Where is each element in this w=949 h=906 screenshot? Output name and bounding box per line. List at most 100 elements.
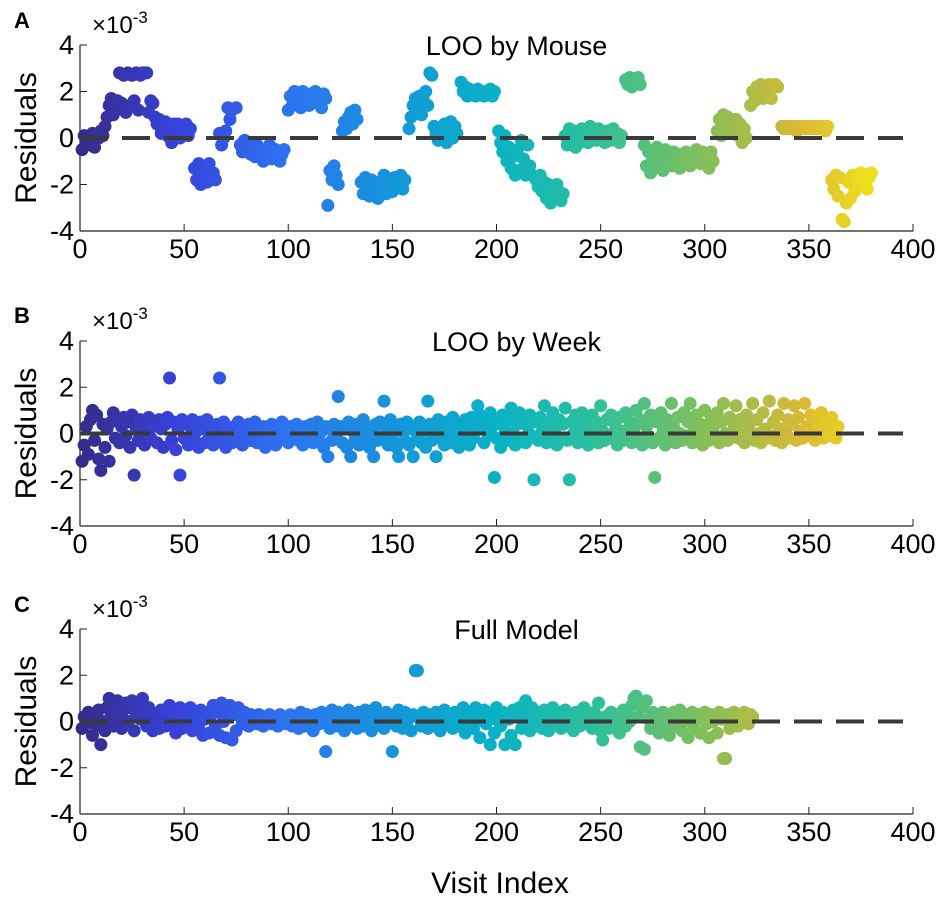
data-point [350, 112, 364, 126]
x-tick-label: 200 [474, 529, 519, 559]
y-tick-label: -2 [50, 753, 74, 783]
data-point [706, 154, 720, 168]
data-point [629, 689, 643, 703]
data-point [402, 122, 416, 136]
data-point [135, 691, 149, 705]
data-point [508, 738, 522, 752]
data-point [521, 138, 535, 152]
x-tick-label: 300 [682, 234, 727, 264]
data-point [771, 408, 785, 422]
data-point [415, 108, 429, 122]
y-tick-label: -4 [50, 216, 74, 246]
y-tick-label: 2 [59, 660, 74, 690]
data-point [681, 731, 695, 745]
data-point [385, 745, 399, 759]
y-multiplier-label: ×10-3 [92, 304, 148, 335]
data-point [392, 450, 406, 464]
panel-a: A LOO by Mouse ×10-3 Residuals-4 -2 0 2 4 0 50 100… [10, 8, 936, 264]
panel-letter: A [14, 8, 30, 33]
y-multiplier-base: ×10 [92, 308, 133, 335]
data-point [596, 733, 610, 747]
data-point [131, 103, 145, 117]
data-point [652, 726, 666, 740]
data-point [277, 143, 291, 157]
data-point [213, 371, 227, 385]
y-tick-label: -4 [50, 799, 74, 829]
data-point [633, 78, 647, 92]
data-point [664, 396, 678, 410]
data-point [662, 728, 676, 742]
x-tick-label: 50 [169, 529, 199, 559]
scatter-series [75, 66, 878, 229]
x-tick-label: 100 [266, 234, 311, 264]
data-point [764, 91, 778, 105]
panel-letter: C [14, 592, 30, 617]
data-point [594, 399, 608, 413]
data-point [94, 464, 108, 477]
x-tick-label: 100 [266, 817, 311, 847]
data-point [683, 396, 697, 410]
panel-c: C Full Model ×10-3 Residuals-4 -2 0 2 4 0 50 100 15… [10, 592, 936, 847]
data-point [498, 129, 512, 143]
y-tick-label: 4 [59, 614, 74, 644]
data-point [589, 415, 603, 429]
data-point [88, 433, 102, 447]
data-point [319, 745, 333, 759]
y-multiplier-base: ×10 [92, 596, 133, 623]
x-tick-label: 350 [786, 529, 831, 559]
data-point [837, 215, 851, 229]
data-point [825, 410, 839, 424]
y-tick-label: 0 [59, 419, 74, 449]
data-point [698, 403, 712, 417]
data-point [208, 173, 222, 187]
data-point [710, 726, 724, 740]
data-point [739, 408, 753, 422]
y-multiplier-label: ×10-3 [92, 592, 148, 623]
data-point [762, 394, 776, 408]
panel-title: Full Model [454, 615, 579, 645]
x-tick-label: 50 [169, 817, 199, 847]
data-point [127, 724, 141, 738]
data-point [229, 101, 243, 115]
data-point [367, 450, 381, 464]
data-point [483, 406, 497, 420]
data-point [756, 406, 770, 420]
panel-letter: B [14, 303, 30, 328]
data-point [592, 696, 606, 710]
data-point [635, 438, 649, 452]
data-point [321, 198, 335, 212]
x-axis-label: Visit Index [431, 867, 569, 900]
data-point [648, 470, 662, 484]
data-point [163, 371, 177, 385]
x-tick-label: 50 [169, 234, 199, 264]
y-tick-label: 0 [59, 707, 74, 737]
y-multiplier-label: ×10-3 [92, 8, 148, 39]
data-point [169, 443, 183, 457]
data-point [173, 468, 187, 482]
y-multiplier-exponent: -3 [133, 304, 148, 323]
data-point [487, 85, 501, 98]
y-tick-label: -2 [50, 465, 74, 495]
y-tick-label: 2 [59, 372, 74, 402]
data-point [219, 124, 233, 138]
data-point [771, 80, 785, 94]
data-point [81, 447, 95, 461]
data-point [421, 394, 435, 408]
y-multiplier-base: ×10 [92, 12, 133, 39]
scatter-series [75, 664, 760, 765]
data-point [860, 182, 874, 196]
data-point [864, 166, 878, 180]
y-tick-label: -2 [50, 170, 74, 200]
data-point [716, 396, 730, 410]
data-point [831, 420, 845, 434]
data-point [344, 450, 358, 464]
data-point [140, 66, 154, 80]
x-tick-label: 150 [370, 529, 415, 559]
x-tick-label: 250 [578, 529, 623, 559]
data-point [94, 738, 108, 752]
data-point [498, 738, 512, 752]
data-point [614, 129, 628, 143]
data-point [483, 738, 497, 752]
data-point [331, 178, 345, 191]
